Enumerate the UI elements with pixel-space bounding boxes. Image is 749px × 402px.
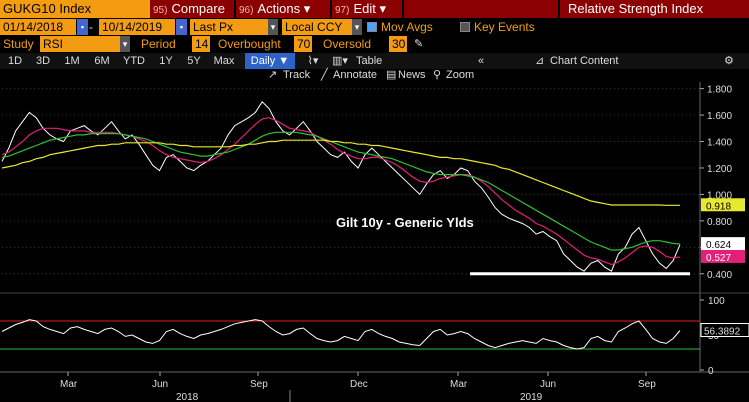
study-title: Relative Strength Index	[560, 0, 749, 18]
currency-dropdown-icon[interactable]: ▾	[352, 19, 362, 35]
calendar-icon[interactable]: ▪	[176, 19, 187, 35]
edit-menu[interactable]: 97) Edit ▾	[332, 0, 402, 18]
edit-menu-number: 97)	[335, 5, 349, 16]
news-icon: ▤	[386, 67, 398, 83]
zoom-button[interactable]: Zoom	[446, 67, 486, 83]
last-value-label: 0.527	[706, 253, 731, 264]
price-series-line	[2, 102, 680, 271]
y-tick-label: 1.200	[707, 164, 732, 175]
zoom-icon: ⚲	[433, 67, 445, 83]
timeframe-ytd[interactable]: YTD	[120, 53, 148, 69]
x-tick-label: Jun	[152, 379, 168, 390]
actions-menu[interactable]: 96) Actions ▾	[236, 0, 330, 18]
end-date-field[interactable]: 10/14/2019	[99, 19, 175, 35]
x-tick-label: Mar	[60, 379, 78, 390]
timeframe-max[interactable]: Max	[210, 53, 238, 69]
price-series-line	[2, 140, 680, 205]
calendar-icon[interactable]: ▪	[77, 19, 88, 35]
x-tick-label: Sep	[250, 379, 268, 390]
price-type-dropdown-icon[interactable]: ▾	[268, 19, 278, 35]
compare-menu[interactable]: 95)Compare ▾	[150, 0, 234, 18]
last-value-label: 0.624	[706, 240, 731, 251]
annotate-icon: ╱	[321, 67, 333, 83]
period-field[interactable]: 14	[192, 36, 210, 52]
edit-menu-caret: ▾	[379, 1, 386, 16]
timeframe-1y[interactable]: 1Y	[155, 53, 177, 69]
edit-menu-label: Edit	[353, 1, 375, 16]
actions-menu-caret: ▾	[304, 1, 311, 16]
rsi-y-tick-label: 100	[708, 296, 725, 307]
currency-field[interactable]: Local CCY	[282, 19, 352, 35]
track-icon: ↗	[268, 67, 282, 83]
chart-content-button[interactable]: Chart Content	[550, 53, 640, 69]
actions-menu-number: 96)	[239, 5, 253, 16]
chart-annotation: Gilt 10y - Generic Ylds	[336, 215, 474, 230]
date-separator: -	[89, 19, 99, 35]
compare-menu-label: Compare	[171, 1, 224, 16]
rsi-last-label: 56.3892	[704, 327, 741, 338]
study-label: Study	[3, 36, 43, 52]
overbought-field[interactable]: 70	[294, 36, 312, 52]
x-tick-label: Sep	[638, 379, 656, 390]
timeframe-6m[interactable]: 6M	[91, 53, 113, 69]
y-tick-label: 1.600	[707, 111, 732, 122]
key-events-label: Key Events	[474, 19, 554, 35]
ticker-field[interactable]: GUKG10 Index	[0, 0, 150, 18]
y-tick-label: 0.400	[707, 270, 732, 281]
annotate-button[interactable]: Annotate	[333, 67, 383, 83]
price-series-line	[2, 118, 680, 265]
news-button[interactable]: News	[398, 67, 438, 83]
y-tick-label: 1.400	[707, 138, 732, 149]
rsi-line	[2, 320, 680, 349]
price-series-line	[2, 132, 680, 250]
price-chart[interactable]: Gilt 10y - Generic Ylds 1.800 1.600 1.400 1…	[0, 82, 749, 402]
last-value-label: 0.918	[706, 201, 731, 212]
chart-content-icon: ⊿	[535, 53, 549, 69]
price-type-field[interactable]: Last Px	[190, 19, 268, 35]
actions-menu-label: Actions	[257, 1, 300, 16]
study-field[interactable]: RSI	[40, 36, 120, 52]
y-tick-label: 1.800	[707, 85, 732, 96]
compare-menu-number: 95)	[153, 5, 167, 16]
timeframe-1d[interactable]: 1D	[4, 53, 26, 69]
x-tick-label: Jun	[540, 379, 556, 390]
start-date-field[interactable]: 01/14/2018	[0, 19, 76, 35]
x-tick-label: Mar	[450, 379, 468, 390]
study-dropdown-icon[interactable]: ▾	[120, 36, 130, 52]
x-year-label: 2019	[520, 392, 543, 402]
timeframe-5y[interactable]: 5Y	[183, 53, 205, 69]
oversold-label: Oversold	[323, 36, 389, 52]
key-events-checkbox[interactable]	[460, 22, 470, 32]
settings-gear-icon[interactable]: ⚙	[724, 53, 740, 69]
pencil-icon[interactable]: ✎	[414, 36, 428, 52]
y-tick-label: 0.800	[707, 217, 732, 228]
track-button[interactable]: Track	[283, 67, 323, 83]
rsi-y-tick-label: 0	[708, 366, 714, 377]
mov-avgs-checkbox[interactable]	[367, 22, 377, 32]
oversold-field[interactable]: 30	[389, 36, 407, 52]
period-label: Period	[141, 36, 191, 52]
x-tick-label: Dec	[350, 379, 368, 390]
x-year-label: 2018	[176, 392, 199, 402]
mov-avgs-label: Mov Avgs	[381, 19, 461, 35]
overbought-label: Overbought	[218, 36, 294, 52]
timeframe-1m[interactable]: 1M	[61, 53, 83, 69]
header-spacer	[404, 0, 558, 18]
timeframe-3d[interactable]: 3D	[32, 53, 54, 69]
